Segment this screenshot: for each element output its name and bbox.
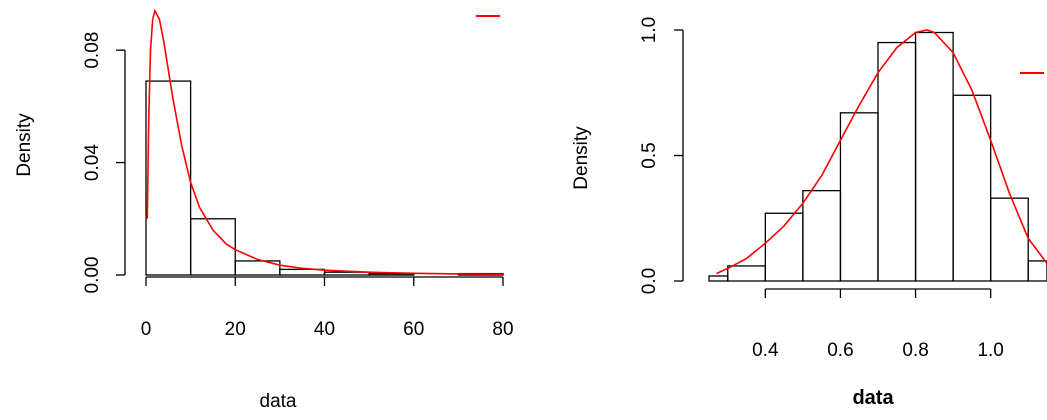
- x-tick-label: 0.6: [827, 340, 853, 361]
- x-tick-label: 80: [492, 319, 513, 340]
- y-axis-label-left: Density: [14, 113, 35, 177]
- x-tick-label: 20: [225, 319, 246, 340]
- histogram-bar: [765, 213, 803, 281]
- density-curve-left: [147, 11, 503, 274]
- y-tick-label: 0.0: [639, 268, 660, 294]
- x-tick-label: 0.4: [752, 340, 779, 361]
- density-curve-line: [147, 11, 503, 274]
- y-tick-label: 0.5: [639, 142, 660, 168]
- histogram-bar: [709, 276, 728, 281]
- axes-left: 0 20 40 60 80 0.00 0.04 0.08: [82, 32, 514, 340]
- histogram-bar: [1028, 261, 1047, 281]
- histogram-bars-left: [146, 81, 503, 275]
- histogram-bar: [991, 198, 1029, 281]
- histogram-bar: [878, 43, 916, 281]
- histogram-bar: [191, 219, 236, 275]
- x-tick-label: 0: [141, 319, 152, 340]
- axes-right: 0.4 0.6 0.8 1.0 0.0 0.5 1.0: [639, 17, 1004, 361]
- y-axis-label-right: Density: [571, 126, 592, 190]
- histogram-bar: [803, 191, 841, 281]
- x-tick-label: 40: [314, 319, 335, 340]
- x-tick-label: 1.0: [977, 340, 1003, 361]
- density-curve-right: [717, 30, 1047, 274]
- density-curve-line: [717, 30, 1047, 274]
- x-tick-label: 0.8: [902, 340, 928, 361]
- chart-left: 0 20 40 60 80 0.00 0.04 0.08 data Density: [14, 11, 514, 412]
- x-axis-label-left: data: [260, 391, 297, 412]
- y-tick-label: 0.08: [82, 32, 103, 69]
- histogram-bar: [916, 33, 954, 281]
- y-tick-label: 1.0: [639, 17, 660, 43]
- histogram-bar: [840, 113, 878, 281]
- histogram-bar: [728, 266, 766, 281]
- chart-right: 0.4 0.6 0.8 1.0 0.0 0.5 1.0 data Density: [571, 17, 1047, 409]
- x-tick-label: 60: [403, 319, 424, 340]
- y-tick-label: 0.00: [82, 257, 103, 294]
- histogram-bar: [146, 81, 191, 275]
- y-tick-label: 0.04: [82, 144, 103, 181]
- x-axis-label-right: data: [852, 387, 894, 409]
